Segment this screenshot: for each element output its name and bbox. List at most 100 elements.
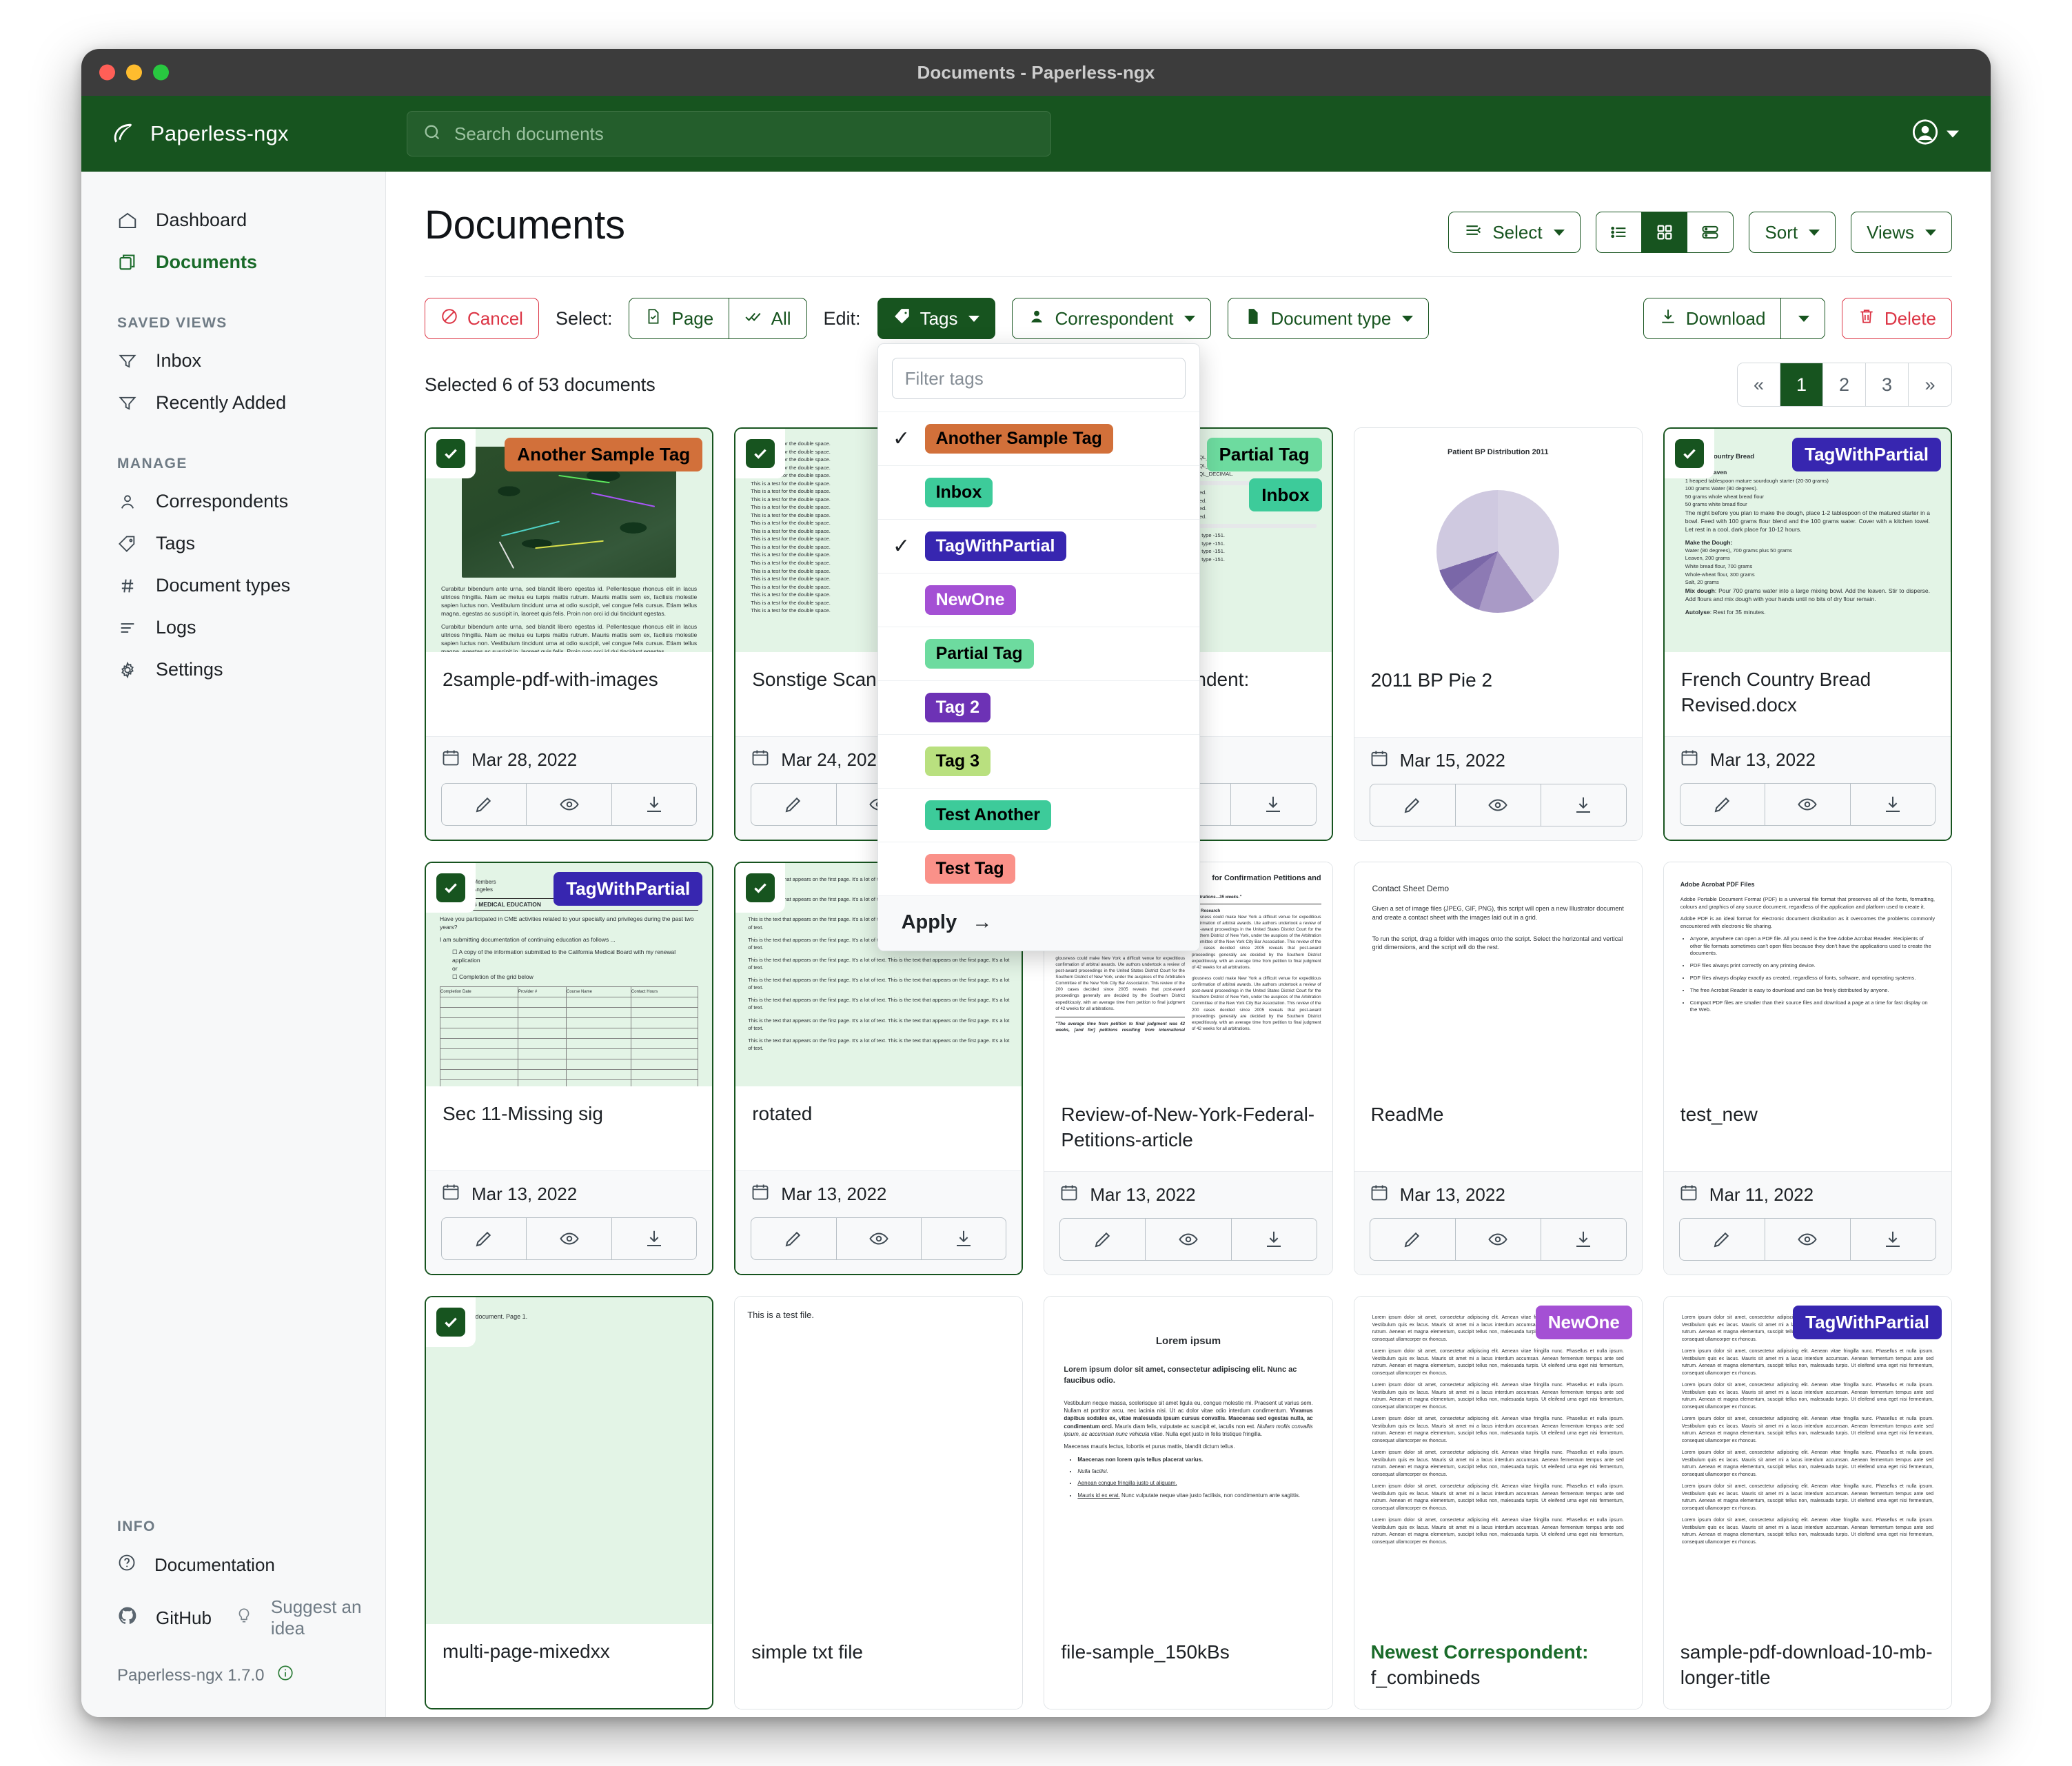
document-tag-chip[interactable]: TagWithPartial: [1792, 438, 1941, 471]
download-document-button[interactable]: [1231, 784, 1315, 825]
apply-tags-button[interactable]: Apply →: [877, 895, 1199, 951]
document-card[interactable]: Medical Staff MembersHospital, Los Angel…: [425, 862, 714, 1275]
preview-document-button[interactable]: [1456, 1219, 1541, 1260]
cancel-button[interactable]: Cancel: [425, 298, 539, 339]
pagination-first[interactable]: «: [1738, 363, 1780, 406]
info-circle-icon[interactable]: [276, 1664, 294, 1687]
document-select-checkbox[interactable]: [426, 429, 476, 478]
preview-document-button[interactable]: [1765, 1219, 1851, 1260]
maximize-window-button[interactable]: [153, 64, 169, 81]
brand[interactable]: Paperless-ngx: [109, 121, 378, 147]
sidebar-item-inbox[interactable]: Inbox: [81, 340, 385, 382]
detail-view-button[interactable]: [1687, 212, 1734, 253]
document-title[interactable]: Sec 11-Missing sig: [426, 1086, 713, 1170]
preview-document-button[interactable]: [1146, 1219, 1232, 1260]
download-document-button[interactable]: [1851, 784, 1935, 825]
document-thumbnail[interactable]: Adobe Acrobat PDF Files Adobe Portable Do…: [1663, 862, 1951, 1087]
document-thumbnail[interactable]: Medical Staff MembersHospital, Los Angel…: [426, 863, 713, 1086]
document-tag-chip[interactable]: TagWithPartial: [1793, 1306, 1942, 1339]
edit-document-button[interactable]: [442, 784, 527, 825]
tag-option[interactable]: Tag 3: [877, 734, 1199, 788]
document-card[interactable]: Patient BP Distribution 2011 2011 BP Pie …: [1353, 427, 1643, 841]
document-title[interactable]: sample-pdf-download-10-mb-longer-title: [1663, 1625, 1951, 1709]
tag-option[interactable]: Test Another: [877, 788, 1199, 842]
document-title[interactable]: Newest Correspondent: f_combineds: [1354, 1625, 1642, 1709]
document-thumbnail[interactable]: Lorem ipsum dolor sit amet, consectetur …: [1354, 1297, 1642, 1625]
document-thumbnail[interactable]: Lorem ipsum dolor sit amet, consectetur …: [1663, 1297, 1951, 1625]
document-tag-chip[interactable]: NewOne: [1535, 1306, 1632, 1339]
tag-option[interactable]: Inbox: [877, 465, 1199, 519]
document-select-checkbox[interactable]: [426, 863, 476, 913]
preview-document-button[interactable]: [1456, 784, 1541, 826]
tag-option[interactable]: Tag 2: [877, 680, 1199, 734]
delete-button[interactable]: Delete: [1841, 298, 1952, 339]
download-document-button[interactable]: [1232, 1219, 1317, 1260]
document-tag-chip[interactable]: Another Sample Tag: [505, 438, 703, 471]
pagination-page-2[interactable]: 2: [1823, 363, 1866, 406]
document-select-checkbox[interactable]: [1664, 429, 1714, 478]
edit-document-button[interactable]: [1370, 784, 1456, 826]
sort-dropdown-button[interactable]: Sort: [1749, 212, 1836, 253]
document-title[interactable]: ReadMe: [1354, 1087, 1642, 1171]
preview-document-button[interactable]: [1765, 784, 1851, 825]
tag-filter-input[interactable]: [891, 358, 1186, 399]
tag-option[interactable]: NewOne: [877, 573, 1199, 627]
minimize-window-button[interactable]: [126, 64, 142, 81]
document-tag-chip[interactable]: TagWithPartial: [553, 872, 703, 906]
search-input[interactable]: Search documents: [407, 111, 1051, 156]
sidebar-item-tags[interactable]: Tags: [81, 522, 385, 565]
download-document-button[interactable]: [922, 1218, 1006, 1259]
sidebar-item-github[interactable]: GitHub: [81, 1596, 212, 1641]
close-window-button[interactable]: [99, 64, 115, 81]
sidebar-item-documentation[interactable]: Documentation: [81, 1543, 385, 1587]
document-card[interactable]: Contact Sheet Demo Given a set of image f…: [1353, 862, 1643, 1275]
pagination-page-1[interactable]: 1: [1780, 363, 1823, 406]
document-card[interactable]: Lorem ipsum Lorem ipsum dolor sit amet, c…: [1044, 1296, 1333, 1709]
document-card[interactable]: Adobe Acrobat PDF Files Adobe Portable Do…: [1663, 862, 1952, 1275]
document-select-checkbox[interactable]: [735, 429, 786, 478]
document-thumbnail[interactable]: Lorem ipsum Lorem ipsum dolor sit amet, c…: [1044, 1297, 1332, 1625]
document-tag-chip[interactable]: Inbox: [1249, 478, 1322, 512]
document-tag-chip[interactable]: Partial Tag: [1206, 438, 1322, 471]
select-page-button[interactable]: Page: [629, 298, 730, 339]
tag-option[interactable]: ✓ Another Sample Tag: [877, 412, 1199, 465]
pagination-last[interactable]: »: [1909, 363, 1951, 406]
preview-document-button[interactable]: [527, 1218, 612, 1259]
sidebar-item-suggest-idea[interactable]: Suggest an idea: [212, 1587, 385, 1649]
sidebar-item-correspondents[interactable]: Correspondents: [81, 480, 385, 522]
select-all-button[interactable]: All: [728, 298, 807, 339]
tag-option[interactable]: Partial Tag: [877, 627, 1199, 680]
sidebar-item-settings[interactable]: Settings: [81, 649, 385, 691]
document-title[interactable]: file-sample_150kBs: [1044, 1625, 1332, 1709]
sidebar-item-dashboard[interactable]: Dashboard: [81, 199, 385, 241]
select-dropdown-button[interactable]: Select: [1448, 212, 1581, 253]
document-type-dropdown-button[interactable]: Document type: [1228, 298, 1430, 339]
document-title[interactable]: 2011 BP Pie 2: [1354, 653, 1642, 737]
edit-document-button[interactable]: [1060, 1219, 1146, 1260]
document-title[interactable]: French Country Bread Revised.docx: [1664, 652, 1951, 736]
sidebar-item-recently-added[interactable]: Recently Added: [81, 382, 385, 424]
pagination-page-3[interactable]: 3: [1866, 363, 1909, 406]
document-card[interactable]: Lorem ipsum dolor sit amet, consectetur …: [1353, 1296, 1643, 1709]
tag-option[interactable]: Test Tag: [877, 842, 1199, 895]
download-document-button[interactable]: [1851, 1219, 1936, 1260]
edit-document-button[interactable]: [1680, 784, 1766, 825]
sidebar-item-document-types[interactable]: Document types: [81, 565, 385, 607]
user-menu-button[interactable]: [1911, 119, 1959, 150]
list-view-button[interactable]: [1595, 212, 1643, 253]
preview-document-button[interactable]: [837, 1218, 922, 1259]
document-title[interactable]: rotated: [735, 1086, 1022, 1170]
download-document-button[interactable]: [1541, 1219, 1626, 1260]
document-thumbnail[interactable]: This is a test file.: [735, 1297, 1023, 1625]
document-title[interactable]: simple txt file: [735, 1625, 1023, 1709]
document-card[interactable]: Curabitur bibendum ante urna, sed blandi…: [425, 427, 714, 841]
document-thumbnail[interactable]: Patient BP Distribution 2011: [1354, 428, 1642, 653]
edit-document-button[interactable]: [1370, 1219, 1456, 1260]
sidebar-item-documents[interactable]: Documents: [81, 241, 385, 283]
document-title[interactable]: multi-page-mixedxx: [426, 1624, 713, 1708]
document-title[interactable]: Review-of-New-York-Federal-Petitions-art…: [1044, 1087, 1332, 1171]
sidebar-item-logs[interactable]: Logs: [81, 607, 385, 649]
download-options-button[interactable]: [1780, 298, 1825, 339]
